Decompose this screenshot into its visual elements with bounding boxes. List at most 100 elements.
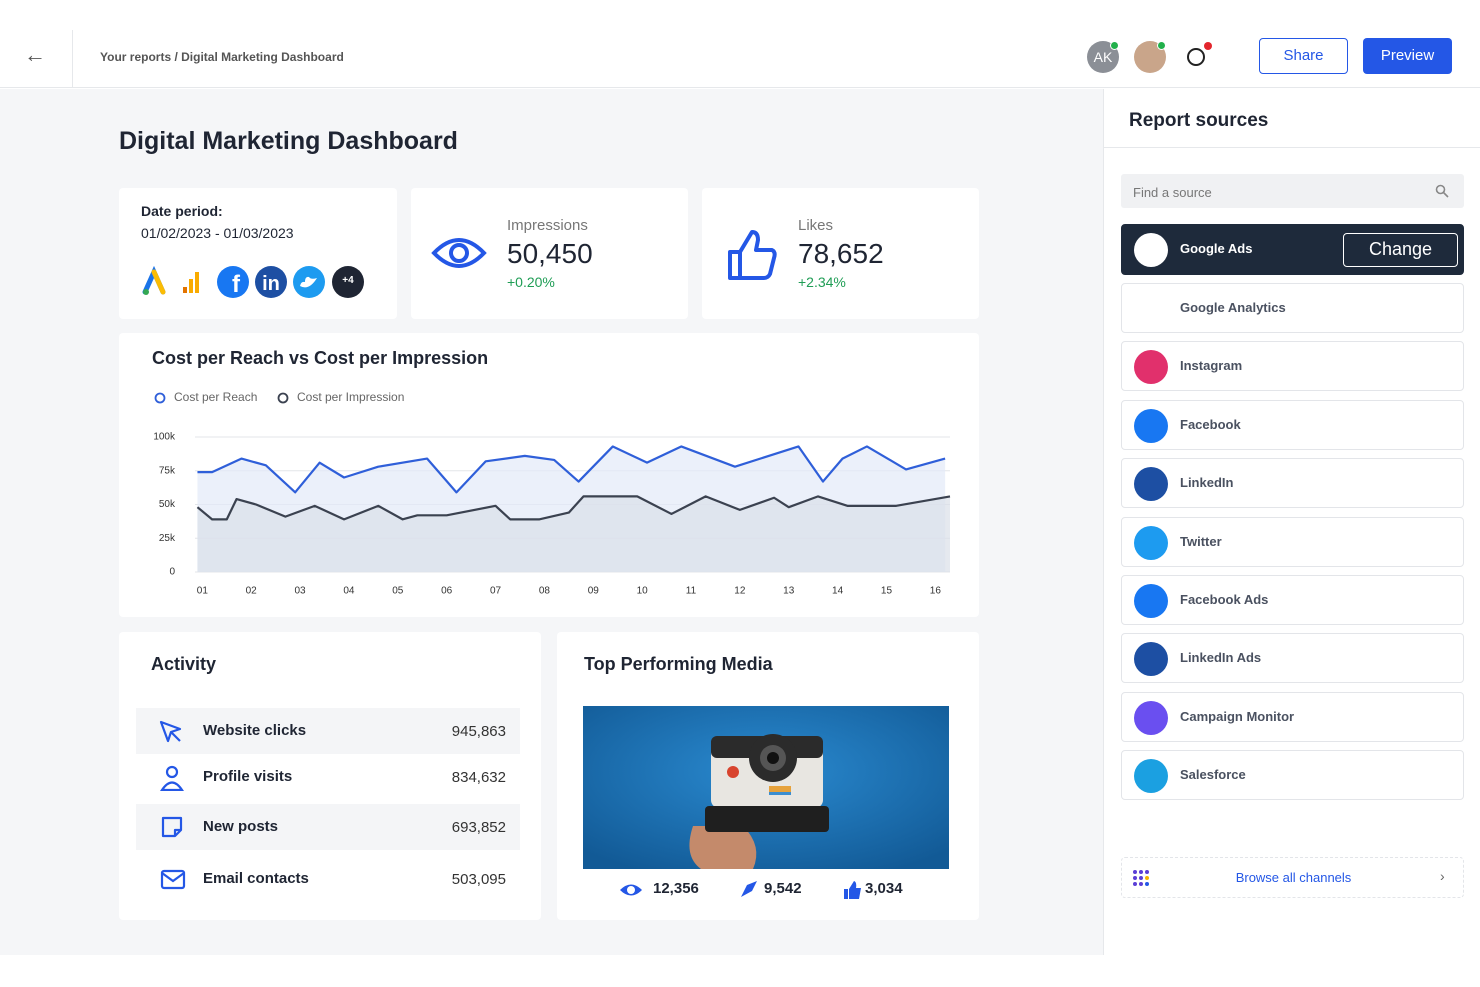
source-name: LinkedIn Ads [1180,650,1262,666]
x-tick-label: 14 [832,586,844,597]
source-name: Twitter [1180,533,1222,549]
y-tick-label: 0 [169,567,175,578]
chart: Cost per Reach vs Cost per Impression 02… [152,348,951,597]
source-item[interactable]: Facebook [1121,399,1464,450]
source-item[interactable]: Campaign Monitor [1121,691,1464,742]
activity-row: New posts 693,852 [136,804,520,850]
x-tick-label: 08 [539,586,551,597]
source-icon [1134,759,1168,794]
note-icon [161,816,183,838]
back-arrow[interactable]: ← [24,42,46,67]
activity-card: Activity [119,632,541,920]
x-tick-label: 05 [392,586,404,597]
divider [1103,147,1480,148]
source-item[interactable]: Google Analytics [1121,283,1464,333]
dashboard-title: Digital Marketing Dashboard [119,127,458,155]
source-item[interactable]: Twitter [1121,516,1464,567]
source-item[interactable]: Facebook Ads [1121,575,1464,625]
activity-label: Profile visits [203,768,293,785]
grid-icon [1133,870,1149,886]
svg-text:f: f [232,271,241,298]
x-tick-label: 15 [881,586,893,597]
line [197,445,946,494]
source-name: Instagram [1180,358,1243,374]
source-item[interactable]: Salesforce [1121,750,1464,801]
activity-row: Website clicks 945,863 [136,708,520,754]
line [196,495,951,521]
date-card: Date period: 01/02/2023 - 01/03/2023 f i… [119,188,397,319]
chat-icon[interactable] [1183,42,1213,72]
source-item[interactable]: LinkedIn [1121,458,1464,509]
cursor-icon [159,720,182,743]
legend-label: Cost per Impression [297,390,404,404]
chevron: › [1440,868,1445,884]
source-icon [1134,350,1168,385]
media-image [583,706,949,869]
source-icon [1134,525,1168,560]
activity-value: 693,852 [451,819,506,836]
source-icon [1134,700,1168,735]
media-stat: 12,356 [653,880,699,897]
chart-title: Cost per Reach vs Cost per Impression [152,348,488,368]
share-button[interactable]: Share [1259,38,1348,74]
change-button[interactable]: Change [1343,233,1458,267]
source-icon [1134,292,1168,326]
activity-value: 945,863 [451,723,506,740]
browse-channels[interactable]: Browse all channels › [1121,857,1464,898]
activity-value: 503,095 [451,871,506,888]
area [197,496,950,572]
kpi-label: Impressions [507,217,588,234]
eye-icon [431,238,487,268]
top-bar [0,0,1480,88]
more-sources[interactable]: +4 [342,275,354,286]
x-tick-label: 16 [930,586,942,597]
source-icon [1134,642,1168,677]
source-icon [1134,467,1168,502]
x-tick-label: 09 [588,586,600,597]
source-item[interactable]: Google Ads Change [1121,224,1464,275]
activity-label: New posts [203,818,279,835]
activity-row: Email contacts 503,095 [136,856,520,902]
x-tick-label: 04 [343,586,355,597]
x-tick-label: 03 [295,586,307,597]
source-item[interactable]: LinkedIn Ads [1121,633,1464,684]
activity-label: Email contacts [203,870,309,887]
mail-icon [160,869,186,890]
x-tick-label: 10 [637,586,649,597]
source-icon [1134,408,1168,443]
legend-marker [154,392,166,404]
media-title: Top Performing Media [584,654,773,674]
source-icon [1134,233,1168,267]
preview-button[interactable]: Preview [1363,38,1452,74]
activity-label: Website clicks [203,722,307,739]
date-label: Date period: [141,203,223,219]
kpi-card: Impressions 50,450 +0.20% [411,188,688,319]
y-tick-label: 75k [159,465,176,476]
source-name: Salesforce [1180,767,1246,783]
y-tick-label: 25k [159,533,176,544]
thumb-icon [728,230,777,280]
divider [72,30,73,88]
media-card: Top Performing Media 12,356 9,542 3,034 [557,632,979,920]
source-name: Google Analytics [1180,300,1286,315]
search-box[interactable]: Find a source [1121,174,1464,208]
status-dot [1157,41,1166,50]
source-item[interactable]: Instagram [1121,341,1464,392]
x-tick-label: 12 [734,586,746,597]
activity-title: Activity [151,654,217,674]
browse-label: Browse all channels [1235,870,1352,885]
svg-text:in: in [262,273,280,295]
search-placeholder: Find a source [1133,185,1212,200]
activity-value: 834,632 [451,769,506,786]
x-tick-label: 02 [246,586,258,597]
source-name: LinkedIn [1180,475,1234,491]
breadcrumb[interactable]: Your reports / Digital Marketing Dashboa… [100,50,344,64]
x-tick-label: 01 [197,586,209,597]
source-icon [1134,584,1168,618]
legend-label: Cost per Reach [174,390,257,404]
media-stat: 9,542 [764,880,802,897]
source-name: Google Ads [1180,241,1253,256]
y-tick-label: 100k [153,432,176,443]
